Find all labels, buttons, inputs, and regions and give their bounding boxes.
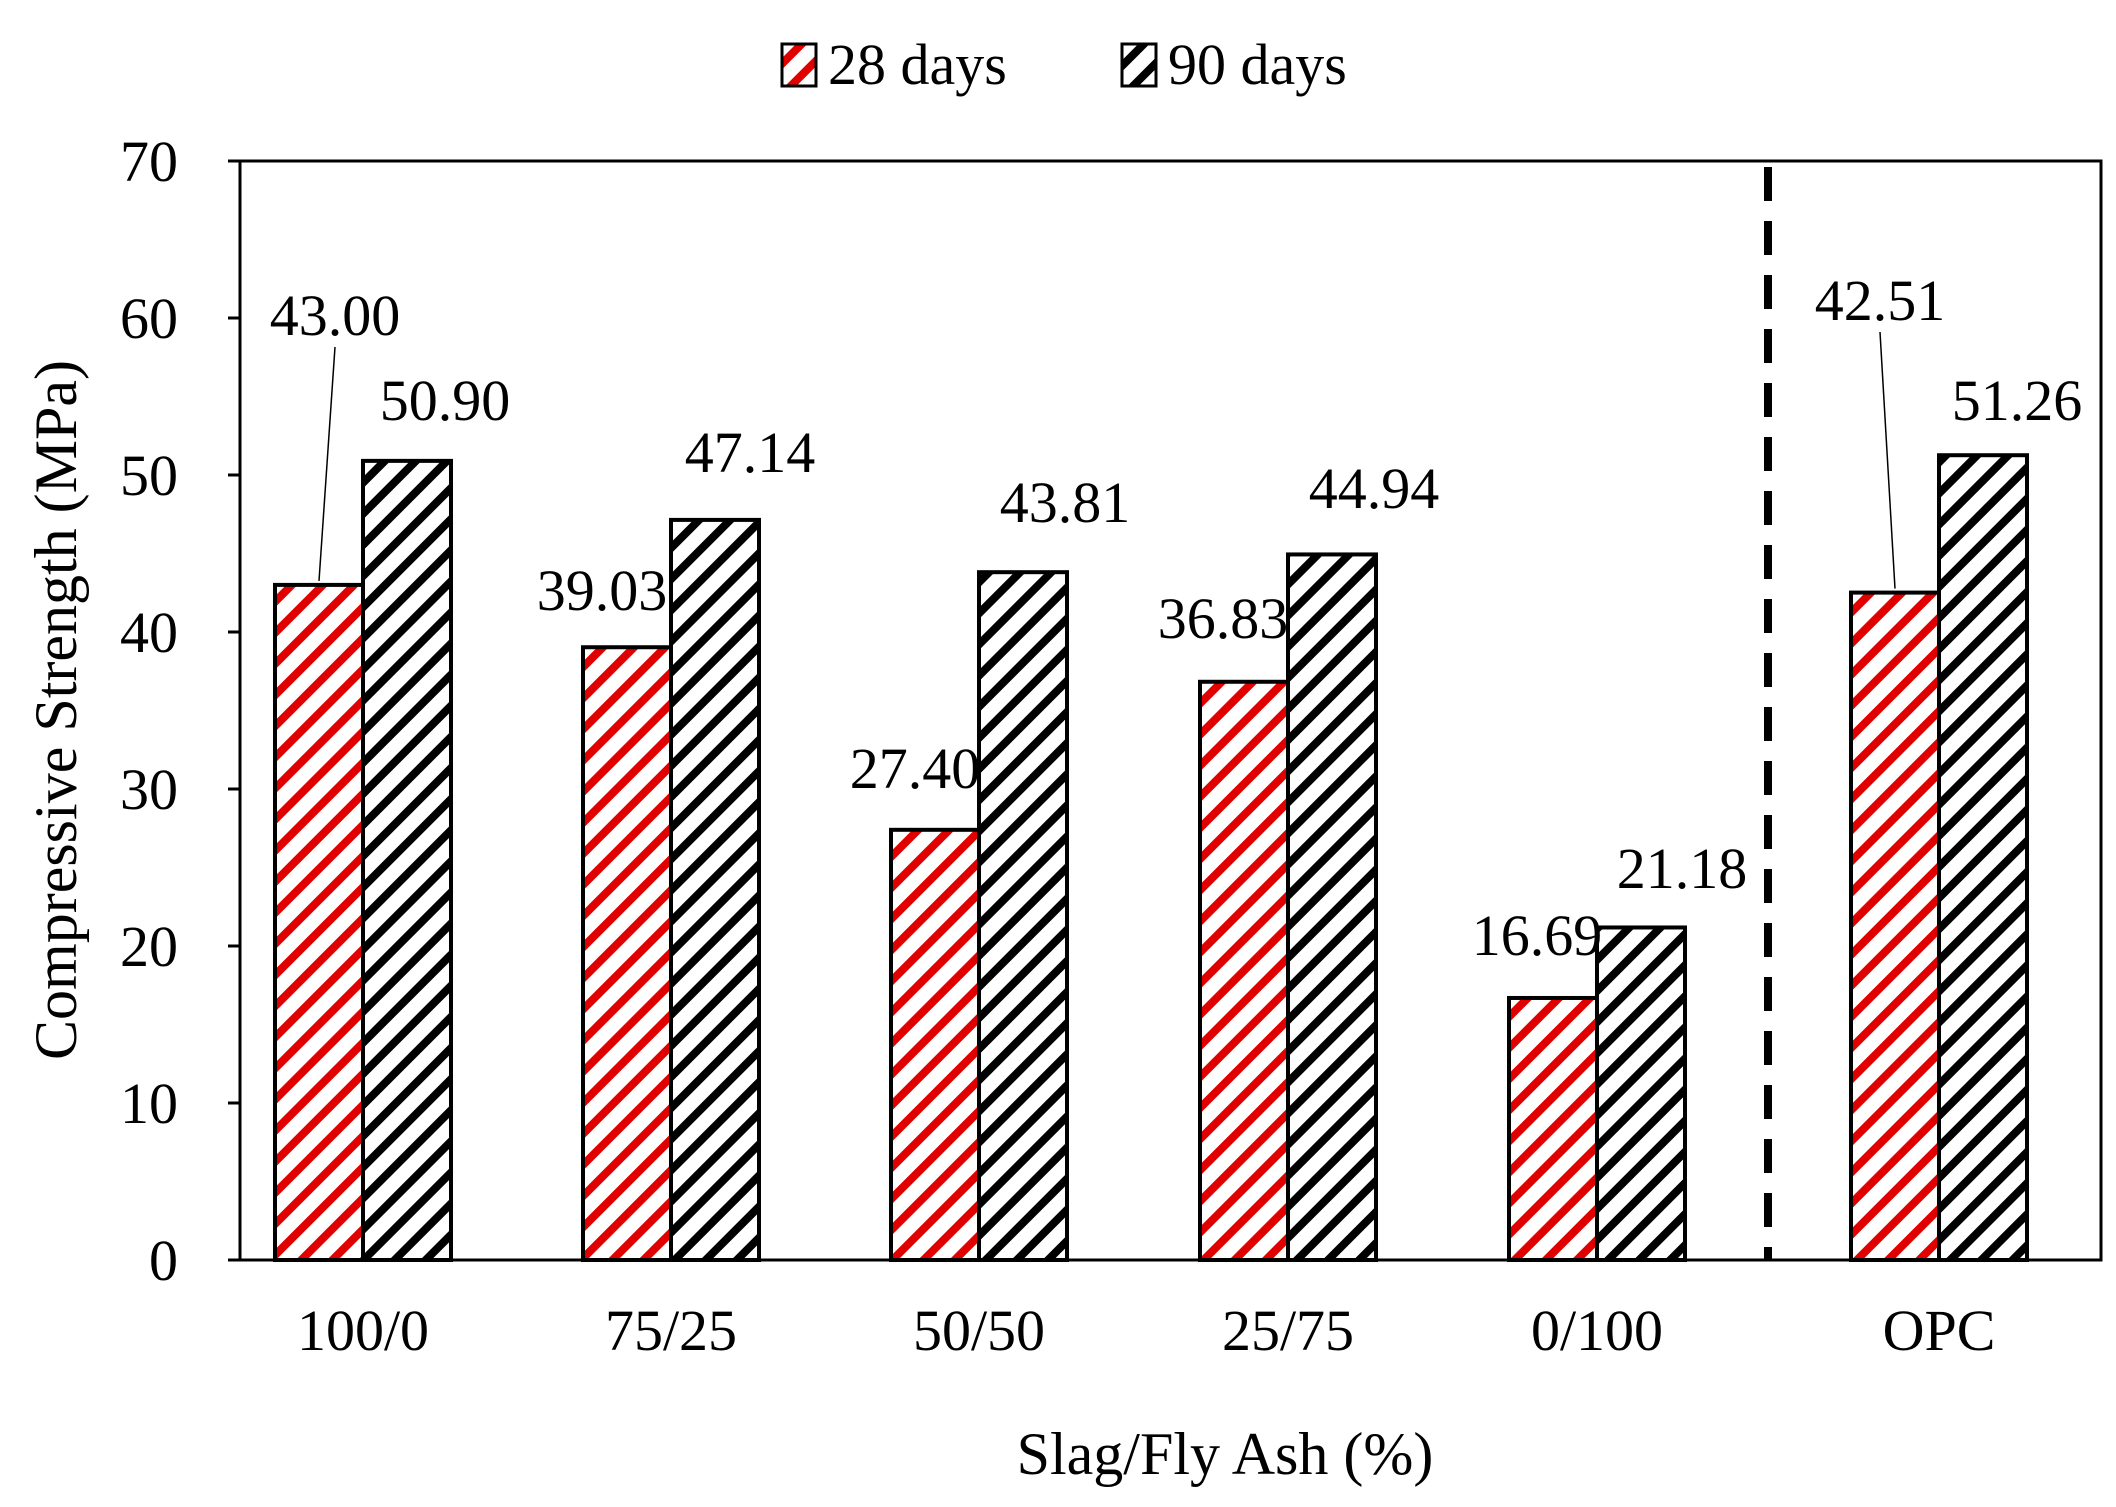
data-label-90-days: 51.26 (1952, 368, 2083, 433)
legend-swatch-28-days (780, 42, 818, 88)
legend-swatch-90-days (1120, 42, 1158, 88)
y-tick-label: 30 (120, 757, 178, 822)
bar-28-days (1849, 590, 1941, 1262)
x-category-label: OPC (1883, 1298, 1996, 1363)
y-tick-label: 20 (120, 914, 178, 979)
y-tick-label: 0 (149, 1228, 178, 1293)
y-tick-label: 70 (120, 129, 178, 194)
data-label-28-days: 39.03 (537, 558, 668, 623)
legend-label-90-days: 90 days (1168, 32, 1347, 97)
bar-28-days (1198, 679, 1290, 1262)
y-tick-label: 50 (120, 443, 178, 508)
data-label-leader-line (318, 346, 336, 581)
data-label-28-days: 36.83 (1158, 586, 1289, 651)
bar-90-days (1286, 552, 1378, 1262)
x-category-label: 25/75 (1222, 1298, 1354, 1363)
y-tick-label: 60 (120, 286, 178, 351)
bar-28-days (273, 582, 365, 1262)
data-label-90-days: 47.14 (685, 420, 816, 485)
legend-label-28-days: 28 days (828, 32, 1007, 97)
x-category-label: 50/50 (913, 1298, 1045, 1363)
bar-90-days (1595, 925, 1687, 1262)
x-category-label: 100/0 (297, 1298, 429, 1363)
data-label-leader-line (1879, 331, 1896, 589)
data-label-90-days: 43.81 (1000, 470, 1131, 535)
y-axis-title: Compressive Strength (MPa) (23, 360, 89, 1060)
data-label-90-days: 44.94 (1309, 456, 1440, 521)
bar-28-days (889, 827, 981, 1262)
plot-frame (238, 159, 2103, 1262)
bar-28-days (1507, 995, 1599, 1262)
data-labels: 43.00 50.90 39.03 47.14 27.40 43.81 36.83 44.94… (270, 268, 2083, 968)
data-label-90-days: 21.18 (1617, 836, 1748, 901)
y-tick-label: 10 (120, 1071, 178, 1136)
y-axis-ticks: 0 10 20 30 40 50 60 70 (120, 129, 240, 1293)
data-label-28-days: 16.69 (1472, 903, 1603, 968)
data-label-28-days: 43.00 (270, 283, 401, 348)
bar-90-days (361, 458, 453, 1262)
legend: 28 days 90 days (780, 32, 1347, 97)
data-label-28-days: 42.51 (1815, 268, 1946, 333)
bar-90-days (669, 517, 761, 1262)
data-label-28-days: 27.40 (850, 736, 981, 801)
x-axis-title: Slag/Fly Ash (%) (1017, 1421, 1434, 1487)
bar-90-days (1937, 453, 2029, 1262)
x-category-label: 75/25 (605, 1298, 737, 1363)
x-axis-categories: 100/0 75/25 50/50 25/75 0/100 OPC (297, 1298, 1995, 1363)
y-tick-label: 40 (120, 600, 178, 665)
bar-90-days (977, 570, 1069, 1262)
data-label-90-days: 50.90 (380, 368, 511, 433)
x-category-label: 0/100 (1531, 1298, 1663, 1363)
bar-28-days (581, 645, 673, 1262)
bars (273, 453, 2029, 1262)
